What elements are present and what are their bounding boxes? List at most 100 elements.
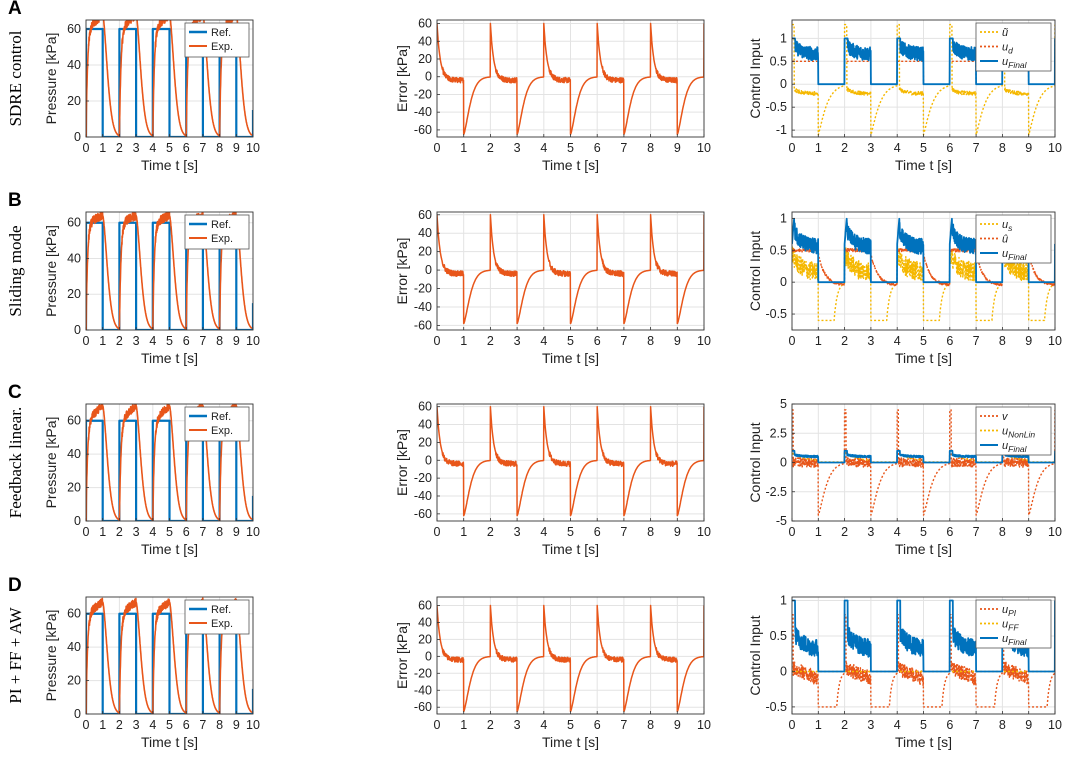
- x-tick-label: 8: [999, 334, 1006, 348]
- y-tick-label: 60: [67, 22, 81, 36]
- y-axis-label: Control Input: [747, 38, 763, 118]
- chart-C-error: 0 1 2 3 4 5 6 7 8 9 10 -60 -40 -20 0 20 40 60 Time t [s] Er…: [394, 400, 711, 557]
- x-tick-label: 7: [199, 525, 206, 539]
- x-tick-label: 8: [216, 334, 223, 348]
- legend-label: Exp.: [211, 425, 233, 437]
- x-tick-label: 7: [620, 334, 627, 348]
- chart-B-error: 0 1 2 3 4 5 6 7 8 9 10 -60 -40 -20 0 20 40 60 Time t [s] Er…: [394, 208, 711, 366]
- y-tick-label: 40: [418, 615, 432, 629]
- row-label: SDRE control: [6, 30, 25, 126]
- x-tick-label: 10: [1048, 141, 1062, 155]
- x-tick-label: 5: [567, 525, 574, 539]
- chart-D-error: 0 1 2 3 4 5 6 7 8 9 10 -60 -40 -20 0 20 40 60 Time t [s] Er…: [394, 596, 711, 750]
- x-tick-label: 9: [233, 718, 240, 732]
- y-tick-label: 5: [780, 397, 787, 411]
- chart-A-control: 0 1 2 3 4 5 6 7 8 9 10 -1 -0.5 0 0.5 1 Time t [s] Control…: [747, 19, 1062, 173]
- y-tick-label: 0: [780, 456, 787, 470]
- y-axis-label: Error [kPa]: [394, 429, 410, 496]
- legend-label: uFinal: [1002, 633, 1028, 647]
- x-tick-label: 10: [246, 141, 260, 155]
- x-tick-label: 2: [841, 141, 848, 155]
- y-tick-label: -60: [414, 507, 432, 521]
- y-tick-label: 40: [67, 58, 81, 72]
- x-tick-label: 7: [620, 718, 627, 732]
- x-tick-label: 5: [567, 334, 574, 348]
- x-tick-label: 2: [116, 141, 123, 155]
- x-tick-label: 1: [99, 334, 106, 348]
- x-tick-label: 8: [216, 141, 223, 155]
- x-tick-label: 9: [233, 525, 240, 539]
- x-tick-label: 7: [620, 525, 627, 539]
- x-tick-label: 1: [815, 718, 822, 732]
- x-tick-label: 3: [133, 525, 140, 539]
- y-axis-label: Pressure [kPa]: [43, 417, 59, 509]
- y-tick-label: -40: [414, 489, 432, 503]
- legend-label: Exp.: [211, 233, 233, 245]
- series-line-Error: [437, 214, 704, 325]
- y-tick-label: 0: [74, 514, 81, 528]
- y-tick-label: -20: [414, 282, 432, 296]
- y-tick-label: 0: [74, 323, 81, 337]
- x-tick-label: 8: [647, 334, 654, 348]
- y-tick-label: -0.5: [765, 700, 787, 714]
- x-tick-label: 9: [1025, 718, 1032, 732]
- y-tick-label: -20: [414, 471, 432, 485]
- y-tick-label: 20: [418, 245, 432, 259]
- x-axis-label: Time t [s]: [141, 734, 198, 750]
- x-tick-label: 2: [116, 718, 123, 732]
- x-tick-label: 3: [133, 718, 140, 732]
- y-tick-label: 20: [67, 287, 81, 301]
- legend-label: uFinal: [1002, 440, 1028, 454]
- y-tick-label: -40: [414, 300, 432, 314]
- legend: Ref. Exp.: [184, 599, 250, 635]
- y-tick-label: 60: [67, 216, 81, 230]
- x-tick-label: 2: [116, 525, 123, 539]
- y-tick-label: 0: [425, 453, 432, 467]
- x-tick-label: 5: [920, 141, 927, 155]
- y-axis-label: Pressure [kPa]: [43, 610, 59, 702]
- y-axis-label: Pressure [kPa]: [43, 33, 59, 125]
- x-tick-label: 9: [1025, 141, 1032, 155]
- y-tick-label: 0: [74, 130, 81, 144]
- x-tick-label: 4: [149, 718, 156, 732]
- x-tick-label: 10: [697, 718, 711, 732]
- series-line-uPI: [792, 614, 1055, 708]
- y-tick-label: -40: [414, 683, 432, 697]
- x-tick-label: 8: [216, 718, 223, 732]
- y-axis-label: Error [kPa]: [394, 622, 410, 689]
- y-tick-label: 40: [67, 251, 81, 265]
- x-tick-label: 0: [434, 718, 441, 732]
- y-tick-label: 20: [67, 481, 81, 495]
- x-tick-label: 8: [999, 718, 1006, 732]
- x-tick-label: 0: [434, 141, 441, 155]
- legend: Ref. Exp.: [184, 214, 250, 250]
- x-tick-label: 10: [697, 525, 711, 539]
- y-tick-label: 0.5: [770, 629, 787, 643]
- y-tick-label: 60: [418, 208, 432, 222]
- x-tick-label: 2: [841, 334, 848, 348]
- y-tick-label: 40: [418, 34, 432, 48]
- panel-letter-A: A: [8, 0, 22, 19]
- legend-box: [184, 599, 250, 635]
- y-tick-label: -0.5: [765, 100, 787, 114]
- chart-A-error: 0 1 2 3 4 5 6 7 8 9 10 -60 -40 -20 0 20 40 60 Time t [s] Er…: [394, 17, 711, 173]
- x-tick-label: 6: [594, 718, 601, 732]
- legend-label: Exp.: [211, 41, 233, 53]
- x-tick-label: 1: [460, 334, 467, 348]
- x-tick-label: 10: [1048, 718, 1062, 732]
- x-tick-label: 6: [183, 718, 190, 732]
- y-tick-label: 0: [780, 77, 787, 91]
- row-label: Feedback linear.: [6, 407, 25, 518]
- x-axis-label: Time t [s]: [895, 541, 952, 557]
- legend-label: Ref.: [211, 604, 231, 616]
- x-tick-label: 9: [674, 334, 681, 348]
- x-tick-label: 9: [233, 141, 240, 155]
- x-tick-label: 1: [815, 334, 822, 348]
- y-tick-label: 1: [780, 31, 787, 45]
- y-tick-label: -60: [414, 123, 432, 137]
